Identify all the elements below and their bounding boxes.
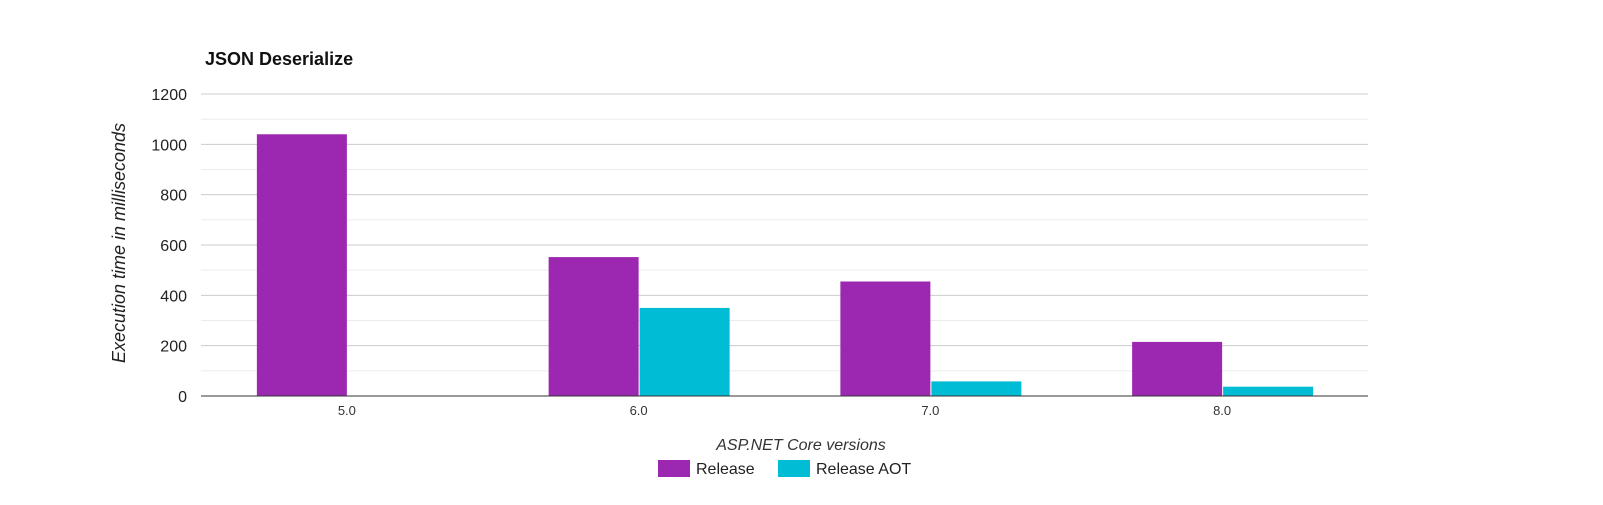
bars <box>256 134 1314 396</box>
bar-release <box>840 281 931 396</box>
legend: Release Release AOT <box>658 460 911 478</box>
gridlines <box>201 93 1368 372</box>
y-tick-label: 200 <box>160 339 187 356</box>
y-tick-label: 1000 <box>151 137 187 154</box>
bar-release <box>256 134 347 396</box>
x-axis-ticks: 5.0 6.0 7.0 8.0 <box>338 403 1231 418</box>
legend-label: Release <box>696 461 755 478</box>
x-tick-label: 7.0 <box>921 403 939 418</box>
chart-title: JSON Deserialize <box>205 49 353 69</box>
x-axis-label: ASP.NET Core versions <box>715 437 886 454</box>
y-tick-label: 600 <box>160 238 187 255</box>
legend-swatch <box>778 460 810 477</box>
bar-release <box>548 257 639 396</box>
bar-release <box>1132 341 1223 396</box>
y-tick-label: 1200 <box>151 87 187 104</box>
x-tick-label: 6.0 <box>630 403 648 418</box>
y-tick-label: 400 <box>160 288 187 305</box>
legend-label: Release AOT <box>816 461 911 478</box>
bar-release-aot <box>931 381 1022 396</box>
legend-swatch <box>658 460 690 477</box>
y-axis-label: Execution time in milliseconds <box>109 123 129 363</box>
y-tick-label: 0 <box>178 389 187 406</box>
x-tick-label: 5.0 <box>338 403 356 418</box>
x-tick-label: 8.0 <box>1213 403 1231 418</box>
y-tick-label: 800 <box>160 188 187 205</box>
bar-release-aot <box>639 307 730 396</box>
bar-release-aot <box>1223 386 1314 396</box>
y-axis-ticks: 0 200 400 600 800 1000 1200 <box>151 87 187 406</box>
